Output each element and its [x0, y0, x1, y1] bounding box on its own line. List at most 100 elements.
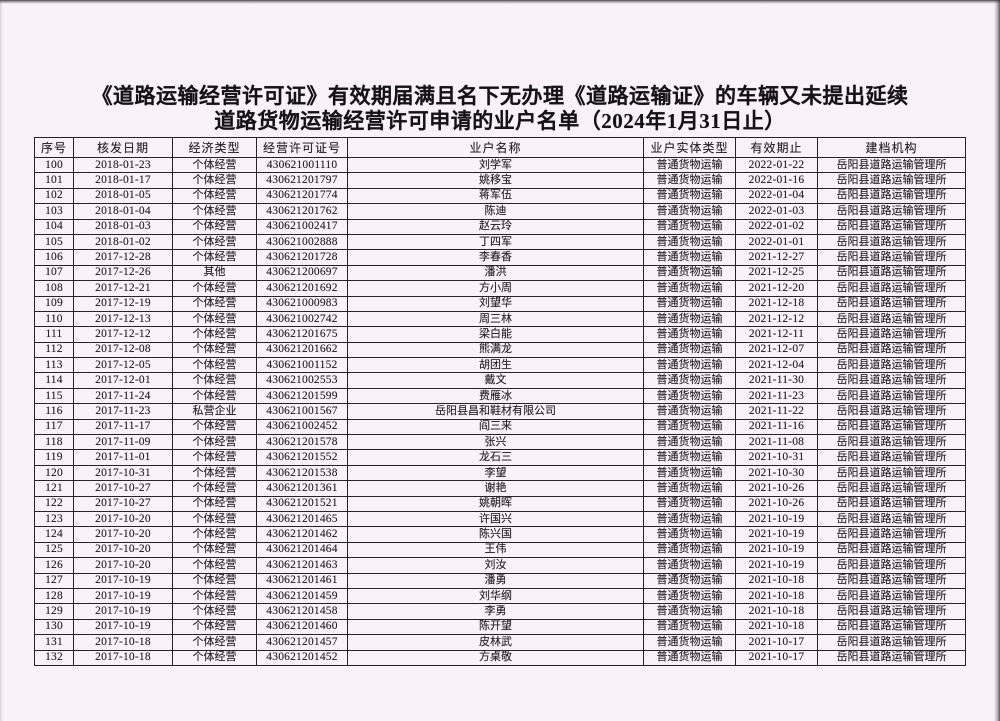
- table-cell-7: 岳阳县道路运输管理所: [817, 418, 966, 436]
- table-cell-3: 430621201458: [256, 603, 348, 620]
- table-cell-4: 李望: [347, 464, 644, 482]
- table-cell-3: 430621201728: [256, 249, 348, 266]
- table-cell-6: 2021-11-16: [735, 418, 818, 436]
- table-cell-3: 430621201459: [256, 587, 348, 605]
- table-cell-5: 普通货物运输: [643, 357, 736, 374]
- table-cell-0: 115: [34, 387, 74, 405]
- column-header-7: 建档机构: [817, 137, 966, 158]
- table-cell-6: 2021-12-07: [735, 341, 818, 359]
- table-cell-2: 个体经营: [172, 233, 257, 251]
- table-cell-4: 皮林武: [347, 634, 644, 651]
- table-cell-1: 2017-10-19: [73, 603, 173, 620]
- table-cell-3: 430621201460: [256, 618, 348, 636]
- table-cell-3: 430621201774: [256, 187, 348, 205]
- table-cell-6: 2021-10-17: [735, 649, 818, 666]
- table-cell-5: 普通货物运输: [643, 310, 736, 328]
- table-cell-7: 岳阳县道路运输管理所: [817, 449, 966, 466]
- table-row: 122 2017-10-27 个体经营 430621201521 姚朝晖 普通货物运输 20…: [34, 495, 966, 512]
- table-cell-4: 赵云玲: [347, 218, 644, 235]
- table-cell-0: 104: [34, 218, 74, 235]
- table-cell-4: 周三林: [347, 310, 644, 328]
- table-cell-1: 2018-01-17: [73, 172, 173, 189]
- table-cell-5: 普通货物运输: [643, 434, 736, 451]
- table-cell-1: 2017-10-19: [73, 618, 173, 636]
- table-cell-3: 430621201552: [256, 449, 348, 466]
- table-cell-6: 2021-10-18: [735, 572, 818, 589]
- table-cell-5: 普通货物运输: [643, 156, 736, 174]
- table-row: 102 2018-01-05 个体经营 430621201774 蒋军伍 普通货物运输 20…: [34, 187, 966, 205]
- table-cell-1: 2018-01-04: [73, 203, 173, 220]
- title-line-1: 《道路运输经营许可证》有效期届满且名下无办理《道路运输证》的车辆又未提出延续: [91, 84, 909, 108]
- table-cell-6: 2021-11-23: [735, 387, 818, 405]
- table-cell-7: 岳阳县道路运输管理所: [817, 510, 966, 528]
- table-cell-7: 岳阳县道路运输管理所: [817, 310, 966, 328]
- table-cell-2: 其他: [172, 264, 257, 282]
- table-cell-7: 岳阳县道路运输管理所: [817, 233, 966, 251]
- table-cell-0: 130: [34, 618, 74, 636]
- table-cell-7: 岳阳县道路运输管理所: [817, 649, 966, 666]
- table-cell-1: 2017-10-20: [73, 510, 173, 528]
- table-cell-0: 101: [34, 172, 74, 189]
- table-cell-3: 430621002553: [256, 372, 348, 389]
- table-cell-2: 个体经营: [172, 464, 257, 482]
- table-row: 107 2017-12-26 其他 430621200697 潘洪 普通货物运输 2021-…: [34, 264, 966, 282]
- table-cell-4: 费雁冰: [347, 387, 644, 405]
- column-header-6: 有效期止: [735, 137, 818, 158]
- table-cell-0: 119: [34, 449, 74, 466]
- table-cell-6: 2022-01-01: [735, 233, 818, 251]
- table-cell-4: 谢艳: [347, 480, 644, 497]
- table-cell-5: 普通货物运输: [643, 249, 736, 266]
- table-cell-7: 岳阳县道路运输管理所: [817, 387, 966, 405]
- table-cell-5: 普通货物运输: [643, 387, 736, 405]
- table-cell-5: 普通货物运输: [643, 218, 736, 235]
- table-cell-0: 111: [34, 326, 74, 343]
- table-row: 125 2017-10-20 个体经营 430621201464 王伟 普通货物运输 202…: [34, 541, 966, 559]
- table-cell-4: 熊满龙: [347, 341, 644, 359]
- table-cell-7: 岳阳县道路运输管理所: [817, 587, 966, 605]
- table-row: 108 2017-12-21 个体经营 430621201692 方小周 普通货物运输 20…: [34, 280, 966, 297]
- table-cell-6: 2022-01-16: [735, 172, 818, 189]
- table-cell-6: 2021-10-19: [735, 510, 818, 528]
- table-cell-1: 2017-10-20: [73, 541, 173, 559]
- table-cell-0: 123: [34, 510, 74, 528]
- table-cell-5: 普通货物运输: [643, 526, 736, 543]
- table-cell-5: 普通货物运输: [643, 587, 736, 605]
- table-cell-5: 普通货物运输: [643, 510, 736, 528]
- table-cell-0: 124: [34, 526, 74, 543]
- table-cell-3: 430621201465: [256, 510, 348, 528]
- table-cell-0: 131: [34, 634, 74, 651]
- table-row: 126 2017-10-20 个体经营 430621201463 刘汝 普通货物运输 202…: [34, 557, 966, 574]
- table-cell-0: 102: [34, 187, 74, 205]
- table-cell-4: 刘华纲: [347, 587, 644, 605]
- table-cell-3: 430621002452: [256, 418, 348, 436]
- table-cell-2: 个体经营: [172, 495, 257, 512]
- table-row: 114 2017-12-01 个体经营 430621002553 戴文 普通货物运输 202…: [34, 372, 966, 389]
- table-cell-3: 430621201521: [256, 495, 348, 512]
- table-cell-2: 个体经营: [172, 434, 257, 451]
- table-cell-3: 430621201462: [256, 526, 348, 543]
- table-cell-7: 岳阳县道路运输管理所: [817, 372, 966, 389]
- table-row: 104 2018-01-03 个体经营 430621002417 赵云玲 普通货物运输 20…: [34, 218, 966, 235]
- table-cell-2: 个体经营: [172, 372, 257, 389]
- column-header-0: 序号: [34, 137, 74, 158]
- table-row: 127 2017-10-19 个体经营 430621201461 潘勇 普通货物运输 202…: [34, 572, 966, 589]
- table-row: 112 2017-12-08 个体经营 430621201662 熊满龙 普通货物运输 20…: [34, 341, 966, 359]
- table-cell-0: 109: [34, 295, 74, 312]
- table-cell-5: 普通货物运输: [643, 372, 736, 389]
- table-cell-2: 个体经营: [172, 357, 257, 374]
- table-cell-5: 普通货物运输: [643, 295, 736, 312]
- table-cell-5: 普通货物运输: [643, 557, 736, 574]
- table-cell-2: 个体经营: [172, 156, 257, 174]
- table-cell-4: 岳阳县昌和鞋材有限公司: [347, 403, 644, 420]
- table-row: 105 2018-01-02 个体经营 430621002888 丁四军 普通货物运输 20…: [34, 233, 966, 251]
- table-row: 115 2017-11-24 个体经营 430621201599 费雁冰 普通货物运输 20…: [34, 387, 966, 405]
- table-cell-7: 岳阳县道路运输管理所: [817, 357, 966, 374]
- table-cell-1: 2017-12-13: [73, 310, 173, 328]
- table-cell-6: 2021-11-08: [735, 434, 818, 451]
- table-cell-4: 李勇: [347, 603, 644, 620]
- table-cell-4: 陈开望: [347, 618, 644, 636]
- table-cell-4: 陈兴国: [347, 526, 644, 543]
- table-row: 123 2017-10-20 个体经营 430621201465 许国兴 普通货物运输 20…: [34, 510, 966, 528]
- table-cell-6: 2021-10-18: [735, 618, 818, 636]
- table-cell-0: 112: [34, 341, 74, 359]
